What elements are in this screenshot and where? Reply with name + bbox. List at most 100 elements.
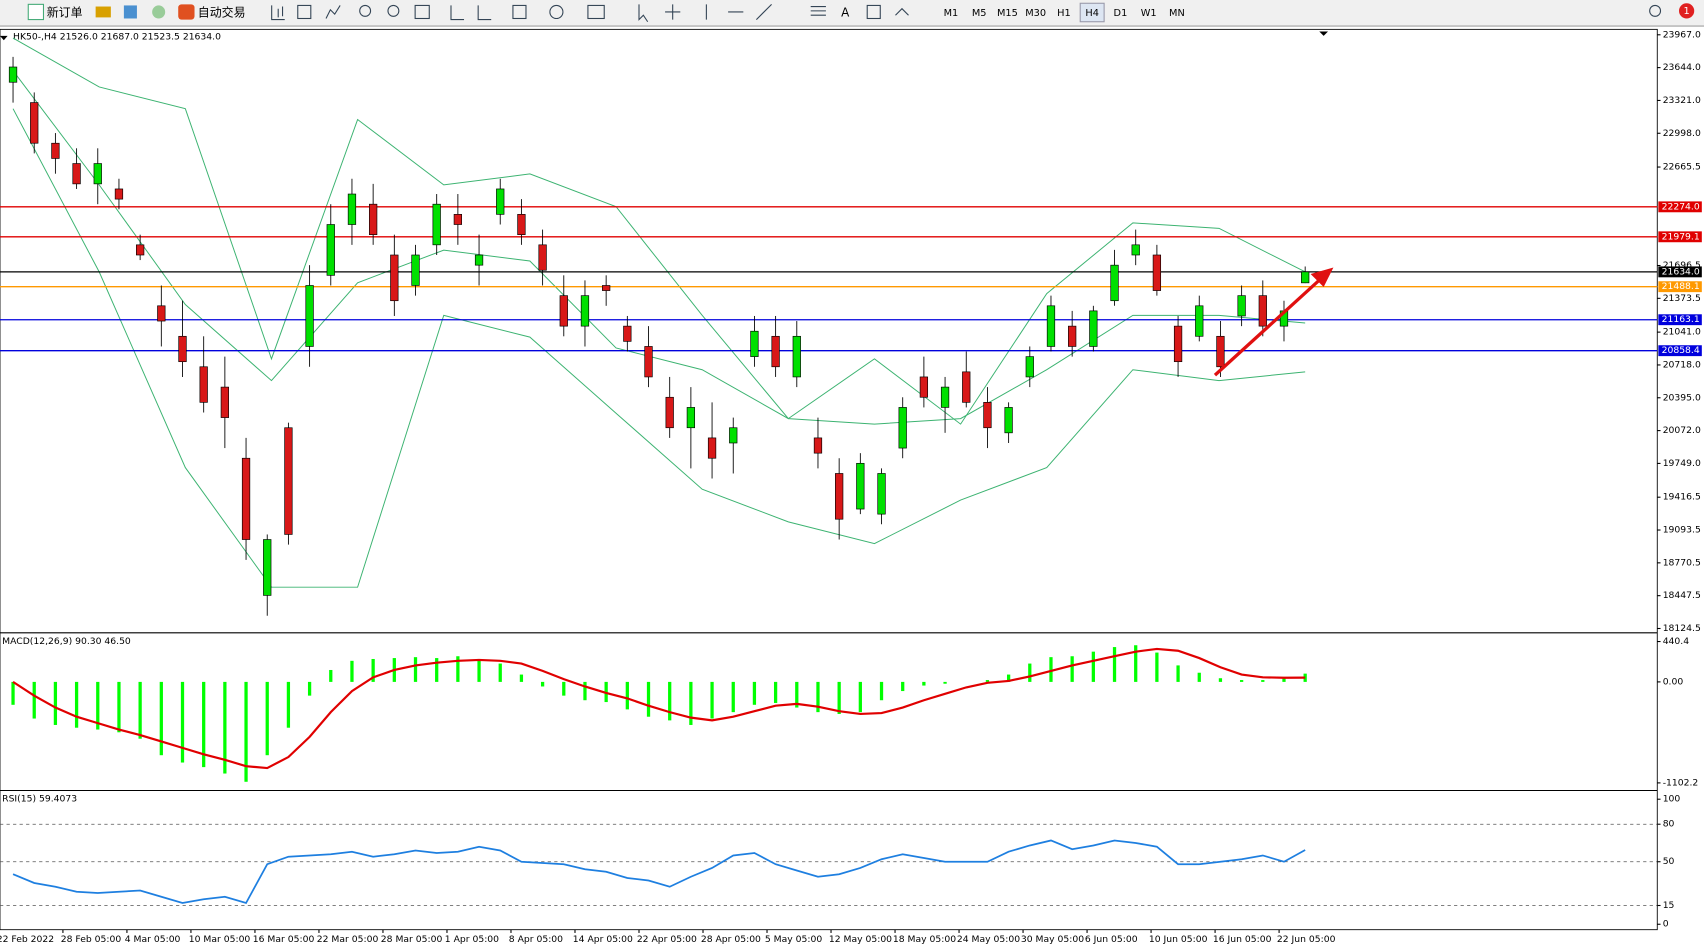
- timeframe-button[interactable]: H1: [1057, 8, 1071, 19]
- y-tick-label: 22998.0: [1663, 128, 1701, 139]
- candle-body: [474, 254, 484, 266]
- macd-bar: [1070, 656, 1074, 682]
- auto-trading-icon[interactable]: [178, 4, 195, 20]
- new-order-icon[interactable]: [27, 3, 45, 21]
- macd-bar: [1112, 647, 1117, 682]
- macd-bar: [773, 681, 778, 703]
- new-order-button[interactable]: 新订单: [47, 5, 83, 20]
- y-tick-label: 21041.0: [1663, 327, 1701, 338]
- toolbar-icon[interactable]: [95, 6, 111, 18]
- chart-frame: [0, 28, 1658, 931]
- macd-bar: [1176, 665, 1180, 682]
- y-tick-label: 0: [1663, 919, 1669, 930]
- candle-body: [263, 539, 272, 596]
- candle-body: [644, 346, 653, 378]
- text-tool[interactable]: A: [841, 6, 850, 20]
- y-tick-label: 20718.0: [1663, 359, 1701, 370]
- fibo-icon[interactable]: [810, 5, 826, 16]
- candle-body: [559, 295, 568, 327]
- timeframe-button[interactable]: M1: [944, 8, 959, 19]
- toolbar-icon[interactable]: [123, 5, 137, 19]
- x-tick-label: 28 Feb 05:00: [61, 934, 122, 945]
- templates-icon[interactable]: [587, 4, 605, 20]
- line-chart-icon[interactable]: [325, 5, 341, 19]
- tile-icon[interactable]: [414, 4, 430, 20]
- candle-body: [114, 188, 124, 200]
- x-tick-label: 28 Apr 05:00: [701, 934, 761, 945]
- y-tick-label: 23644.0: [1663, 62, 1701, 73]
- notification-badge[interactable]: [1679, 3, 1695, 19]
- price-level-tag: [1658, 201, 1702, 213]
- trend-arrow-head: [1310, 267, 1334, 288]
- x-tick-label: 8 Apr 05:00: [509, 934, 563, 945]
- macd-bar: [562, 681, 566, 696]
- y-tick-label: 440.4: [1663, 636, 1690, 647]
- candle-body: [1110, 264, 1119, 302]
- x-tick-label: 22 Mar 05:00: [317, 934, 379, 945]
- candle-icon[interactable]: [297, 4, 312, 20]
- candle-body: [771, 335, 780, 368]
- candle-body: [580, 295, 590, 327]
- zoom-out-icon[interactable]: [387, 4, 400, 17]
- x-tick-label: 1 Apr 05:00: [445, 934, 499, 945]
- macd-bar: [710, 681, 714, 719]
- macd-bar: [1197, 672, 1201, 682]
- timeframe-button[interactable]: M30: [1025, 8, 1046, 19]
- y-tick-label: 18447.5: [1663, 590, 1701, 601]
- zoom-in-icon[interactable]: [359, 4, 372, 17]
- periods-icon[interactable]: [549, 4, 564, 20]
- x-tick-label: 22 Jun 05:00: [1277, 934, 1336, 945]
- timeframe-button[interactable]: W1: [1141, 8, 1157, 19]
- y-tick-label: 0.00: [1663, 676, 1684, 687]
- toolbar-icon[interactable]: [152, 5, 166, 19]
- y-tick-label: 50: [1663, 856, 1675, 867]
- macd-bar: [583, 681, 587, 701]
- candle-body: [792, 335, 801, 378]
- x-tick-label: 16 Mar 05:00: [253, 934, 315, 945]
- price-level-tag: [1658, 266, 1702, 278]
- macd-bar: [1239, 680, 1244, 682]
- y-tick-label: 19093.5: [1663, 525, 1701, 536]
- macd-bar: [1091, 651, 1095, 682]
- macd-bar: [625, 681, 629, 710]
- auto-trading-button[interactable]: 自动交易: [198, 5, 246, 20]
- draw-tools-icon[interactable]: [665, 3, 772, 20]
- y-tick-label: 15: [1663, 900, 1675, 911]
- bollinger-lower: [12, 108, 1306, 588]
- candle-body: [1046, 305, 1056, 347]
- macd-bar: [943, 681, 947, 684]
- timeframe-button[interactable]: M5: [972, 8, 987, 19]
- macd-bar: [477, 658, 481, 682]
- macd-bar: [53, 681, 58, 725]
- candle-body: [602, 285, 611, 291]
- macd-bar: [180, 681, 185, 763]
- search-icon[interactable]: [1649, 4, 1662, 17]
- y-tick-label: 21696.5: [1663, 260, 1701, 271]
- macd-bar: [668, 681, 672, 721]
- candle-body: [1301, 271, 1310, 284]
- macd-bar: [413, 657, 418, 682]
- timeframe-button[interactable]: MN: [1169, 8, 1185, 19]
- macd-bar: [795, 681, 799, 708]
- bar-chart-icon[interactable]: [271, 5, 285, 21]
- timeframe-button[interactable]: M15: [997, 8, 1018, 19]
- macd-bar: [1006, 674, 1011, 682]
- macd-bar: [96, 681, 100, 730]
- scroll-icon[interactable]: [450, 5, 492, 21]
- candle-body: [136, 244, 145, 256]
- x-tick-label: 18 May 05:00: [893, 934, 956, 945]
- arrows-icon[interactable]: [895, 7, 909, 16]
- y-tick-label: 20395.0: [1663, 392, 1701, 403]
- x-tick-label: 22 Apr 05:00: [637, 934, 697, 945]
- timeframe-button[interactable]: H4: [1085, 8, 1099, 19]
- macd-bar: [265, 681, 269, 756]
- timeframe-button[interactable]: D1: [1114, 8, 1128, 19]
- label-icon[interactable]: [866, 4, 881, 20]
- macd-bar: [32, 681, 36, 719]
- candle-body: [305, 285, 314, 347]
- macd-bar: [1155, 652, 1159, 682]
- candle-body: [220, 386, 229, 418]
- cursor-icon[interactable]: [638, 4, 649, 23]
- indicator-icon[interactable]: [512, 4, 527, 20]
